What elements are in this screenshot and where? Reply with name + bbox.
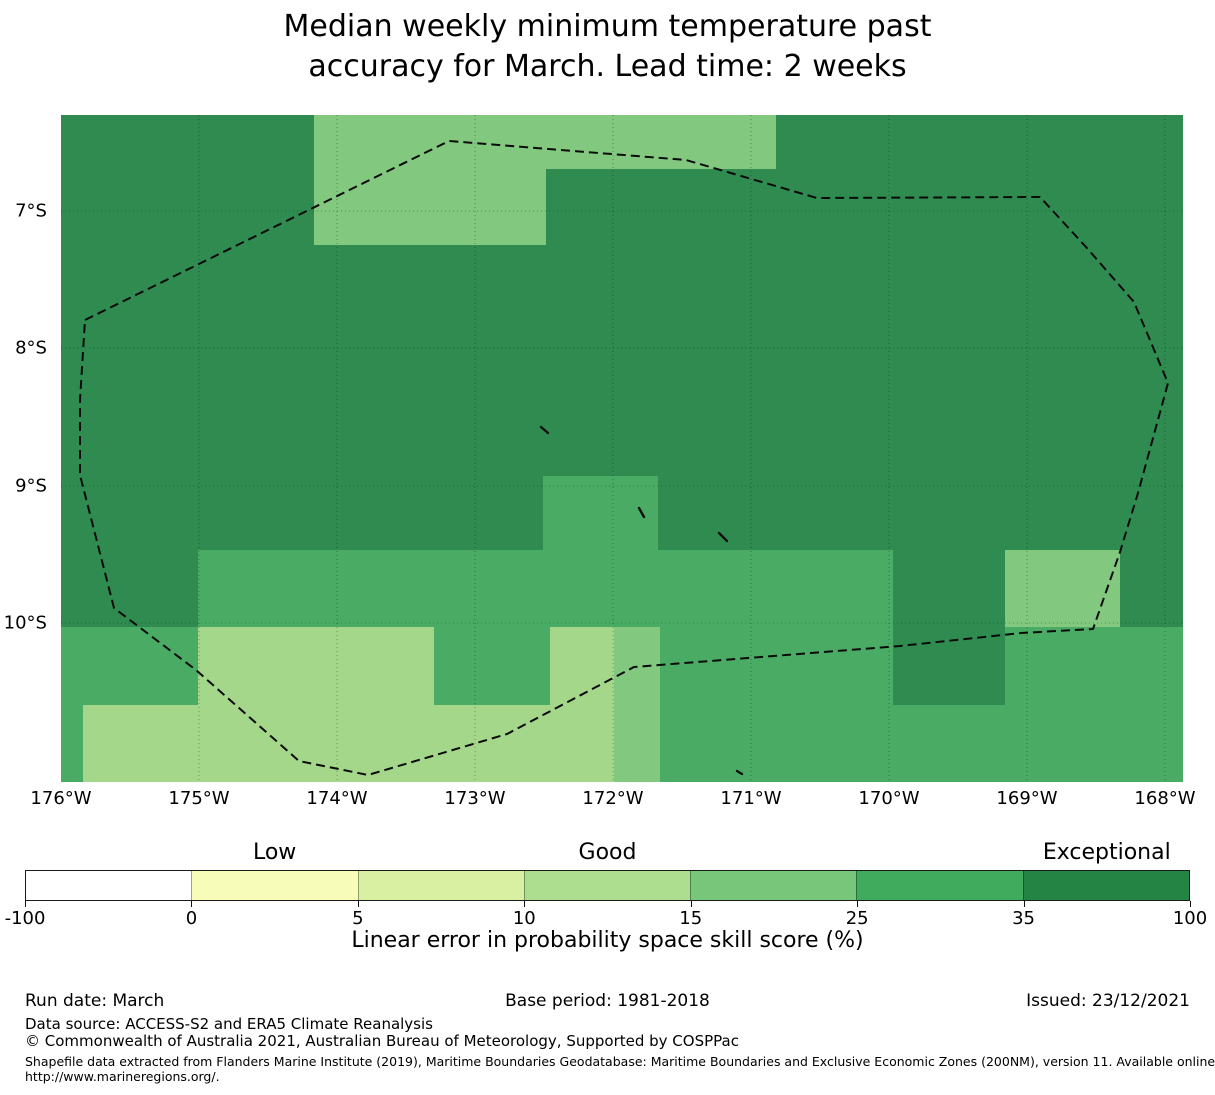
map-cell-lightest (198, 627, 434, 782)
colorbar-segment (1022, 871, 1189, 900)
island-marker (717, 531, 729, 543)
colorbar-tick-mark (524, 901, 526, 907)
map-cell-medium (543, 476, 658, 550)
colorbar-segment (523, 871, 691, 900)
colorbar-tick-label: 10 (512, 908, 536, 929)
footer-shapefile-note-line2: http://www.marineregions.org/. (25, 1069, 220, 1084)
map-cell-medium (893, 705, 1005, 782)
map-cell-medium (1005, 627, 1120, 782)
y-tick-label: 10°S (3, 612, 47, 634)
colorbar-tick-mark (1190, 901, 1191, 907)
x-tick-label: 170°W (858, 788, 920, 809)
colorbar-tick-label: 5 (352, 908, 364, 929)
map-cell-lightest (434, 705, 550, 782)
eez-boundary-line (79, 140, 1169, 776)
x-tick-label: 172°W (582, 788, 644, 809)
footer-copyright: © Commonwealth of Australia 2021, Austra… (25, 1032, 739, 1050)
x-tick-label: 176°W (30, 788, 92, 809)
colorbar-segment (856, 871, 1023, 900)
colorbar-segment (357, 871, 524, 900)
map-cell-light (1005, 550, 1120, 627)
x-tick-label: 171°W (720, 788, 782, 809)
map-overlay (61, 115, 1183, 782)
colorbar-category-label: Exceptional (1042, 840, 1171, 865)
chart-title-line1: Median weekly minimum temperature past (283, 9, 932, 44)
colorbar-segment (26, 871, 192, 900)
map-cell-light (614, 627, 660, 782)
map-cell-medium (660, 627, 893, 782)
x-tick-label: 173°W (444, 788, 506, 809)
colorbar-tick-mark (357, 901, 359, 907)
y-axis: 7°S 8°S 9°S 10°S (0, 0, 54, 800)
colorbar-tick-mark (25, 901, 26, 907)
colorbar-tick-mark (191, 901, 193, 907)
map-cell-lightest (550, 627, 614, 782)
map-cell-medium (61, 627, 198, 705)
colorbar-tick-mark (857, 901, 859, 907)
footer-run-date: Run date: March (25, 991, 165, 1011)
x-axis: 176°W 175°W 174°W 173°W 172°W 171°W 170°W 169°W… (0, 788, 1215, 812)
footer-shapefile-note-line1: Shapefile data extracted from Flanders M… (25, 1054, 1215, 1069)
colorbar-tick-label: 25 (845, 908, 869, 929)
x-tick-label: 169°W (996, 788, 1058, 809)
colorbar-tick-label: 15 (679, 908, 703, 929)
x-tick-label: 175°W (168, 788, 230, 809)
colorbar-tick-mark (690, 901, 692, 907)
map-cell-light (314, 115, 546, 245)
colorbar (25, 870, 1190, 901)
y-tick-label: 8°S (15, 337, 47, 359)
footer-issued: Issued: 23/12/2021 (1026, 991, 1190, 1011)
colorbar-segment (690, 871, 857, 900)
x-tick-label: 168°W (1134, 788, 1196, 809)
map-cell-medium (434, 627, 550, 705)
map-cell-lightest (83, 705, 198, 782)
colorbar-category-label: Low (252, 840, 297, 865)
colorbar-tick-label: 100 (1172, 908, 1208, 929)
colorbar-tick-label: 0 (185, 908, 198, 929)
colorbar-tick-label: 35 (1012, 908, 1036, 929)
footer-data-source: Data source: ACCESS-S2 and ERA5 Climate … (25, 1015, 433, 1033)
island-marker (637, 506, 646, 519)
map-cell-medium (61, 705, 83, 782)
colorbar-tick-mark (1023, 901, 1025, 907)
y-tick-label: 7°S (15, 200, 47, 222)
x-tick-label: 174°W (306, 788, 368, 809)
island-marker (539, 425, 550, 435)
chart-title-line2: accuracy for March. Lead time: 2 weeks (308, 49, 907, 84)
y-tick-label: 9°S (15, 475, 47, 497)
map-cell-medium (198, 550, 893, 627)
colorbar-tick-label: -100 (4, 908, 46, 929)
colorbar-segment (191, 871, 358, 900)
map-cell-medium (1120, 627, 1183, 782)
island-marker (735, 769, 744, 776)
colorbar-category-label: Good (578, 840, 637, 865)
colorbar-caption: Linear error in probability space skill … (351, 928, 864, 953)
map-cell-light (546, 115, 776, 169)
map-canvas (61, 115, 1183, 782)
footer-base-period: Base period: 1981-2018 (505, 991, 710, 1011)
